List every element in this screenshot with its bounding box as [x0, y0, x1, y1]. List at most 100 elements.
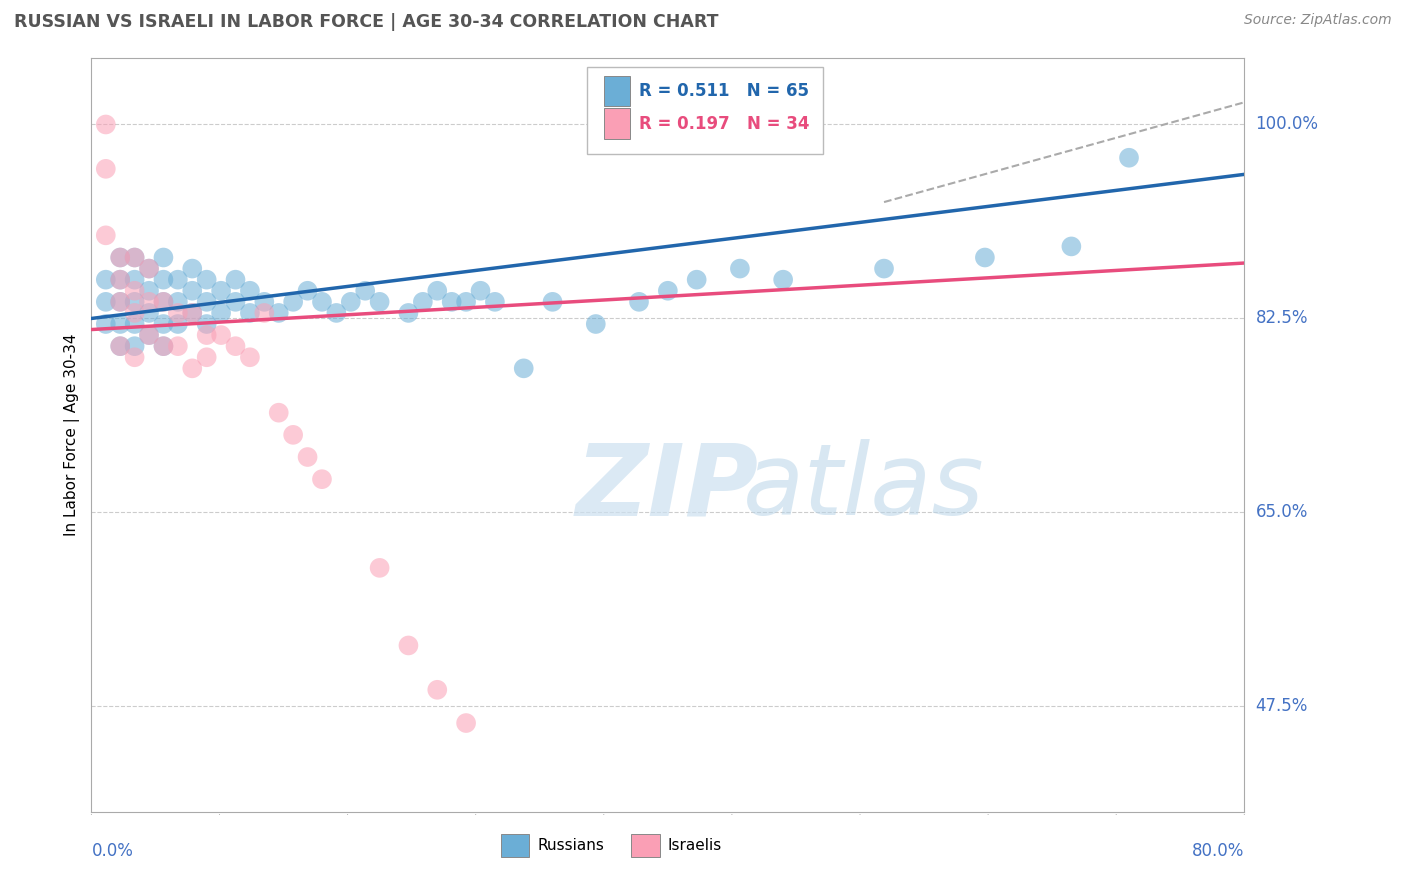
Point [138, 328, 160, 343]
Point [166, 306, 188, 320]
Text: 80.0%: 80.0% [1192, 842, 1244, 860]
Point [110, 317, 132, 331]
Text: Israelis: Israelis [668, 838, 723, 853]
Point [541, 294, 564, 309]
Point [772, 273, 794, 287]
Point [368, 561, 391, 575]
Point [181, 361, 204, 376]
Point [195, 328, 218, 343]
Point [110, 273, 132, 287]
Point [267, 406, 290, 420]
Point [138, 294, 160, 309]
FancyBboxPatch shape [588, 67, 824, 153]
Text: Source: ZipAtlas.com: Source: ZipAtlas.com [1244, 13, 1392, 28]
Point [267, 306, 290, 320]
Point [685, 273, 707, 287]
Point [152, 294, 174, 309]
Point [152, 273, 174, 287]
Point [311, 294, 333, 309]
Point [166, 317, 188, 331]
Point [1118, 151, 1140, 165]
FancyBboxPatch shape [501, 834, 530, 857]
Point [124, 284, 146, 298]
Point [728, 261, 751, 276]
Point [181, 284, 204, 298]
Point [297, 450, 319, 464]
Point [110, 273, 132, 287]
Point [152, 317, 174, 331]
Point [412, 294, 434, 309]
Y-axis label: In Labor Force | Age 30-34: In Labor Force | Age 30-34 [65, 334, 80, 536]
Point [325, 306, 347, 320]
Point [110, 339, 132, 353]
Point [340, 294, 363, 309]
Point [152, 339, 174, 353]
Point [124, 294, 146, 309]
Text: atlas: atlas [742, 439, 984, 536]
FancyBboxPatch shape [605, 76, 630, 106]
Point [239, 284, 262, 298]
Point [181, 306, 204, 320]
Point [225, 339, 247, 353]
Point [166, 294, 188, 309]
Point [513, 361, 536, 376]
Point [94, 273, 117, 287]
Text: 100.0%: 100.0% [1256, 115, 1319, 134]
Text: 82.5%: 82.5% [1256, 310, 1308, 327]
Point [253, 294, 276, 309]
Point [627, 294, 650, 309]
Point [281, 428, 305, 442]
Point [124, 273, 146, 287]
Point [138, 261, 160, 276]
Point [94, 294, 117, 309]
Point [110, 251, 132, 265]
Point [124, 251, 146, 265]
Point [124, 317, 146, 331]
Point [166, 273, 188, 287]
Point [426, 284, 449, 298]
Point [152, 251, 174, 265]
Point [225, 273, 247, 287]
Text: R = 0.511   N = 65: R = 0.511 N = 65 [638, 82, 808, 100]
Point [138, 306, 160, 320]
Point [138, 328, 160, 343]
Text: R = 0.197   N = 34: R = 0.197 N = 34 [638, 114, 810, 133]
Point [94, 228, 117, 243]
Text: Russians: Russians [537, 838, 605, 853]
Point [585, 317, 607, 331]
Point [166, 339, 188, 353]
Point [110, 339, 132, 353]
Point [94, 118, 117, 132]
Text: 65.0%: 65.0% [1256, 503, 1308, 522]
Point [454, 716, 477, 731]
Point [973, 251, 995, 265]
Point [110, 251, 132, 265]
Point [239, 351, 262, 365]
Point [311, 472, 333, 486]
Point [873, 261, 896, 276]
Text: ZIP: ZIP [575, 439, 759, 536]
Text: RUSSIAN VS ISRAELI IN LABOR FORCE | AGE 30-34 CORRELATION CHART: RUSSIAN VS ISRAELI IN LABOR FORCE | AGE … [14, 13, 718, 31]
Point [181, 306, 204, 320]
Point [368, 294, 391, 309]
Point [281, 294, 305, 309]
Point [195, 351, 218, 365]
Point [209, 284, 232, 298]
Point [181, 261, 204, 276]
Point [470, 284, 492, 298]
Point [225, 294, 247, 309]
Point [209, 306, 232, 320]
Point [110, 294, 132, 309]
Point [239, 306, 262, 320]
FancyBboxPatch shape [631, 834, 659, 857]
Point [209, 328, 232, 343]
Point [396, 306, 419, 320]
Point [152, 339, 174, 353]
Point [253, 306, 276, 320]
Point [124, 306, 146, 320]
Point [124, 339, 146, 353]
Point [195, 294, 218, 309]
Text: 47.5%: 47.5% [1256, 698, 1308, 715]
Point [124, 351, 146, 365]
Point [354, 284, 377, 298]
